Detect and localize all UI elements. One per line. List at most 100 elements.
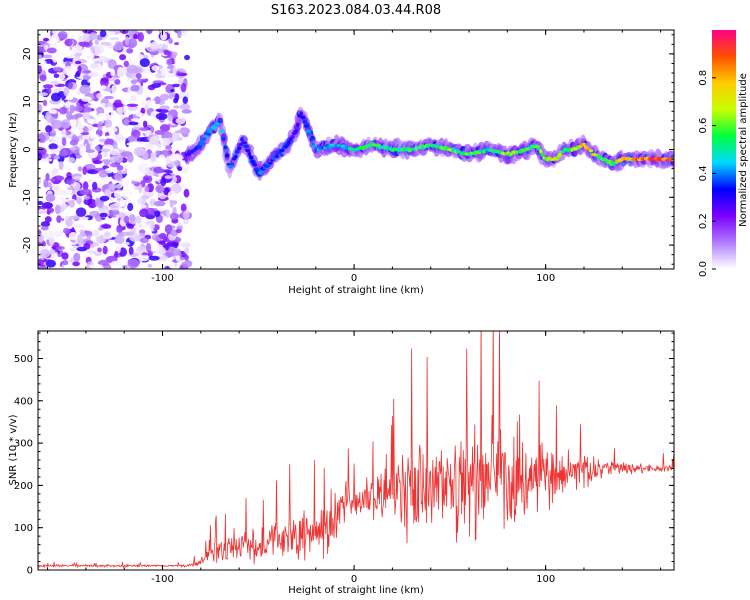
noise-blob bbox=[128, 121, 139, 126]
colorbar-label: Normalized spectral amplitude bbox=[738, 73, 749, 227]
noise-blob bbox=[38, 133, 46, 143]
noise-blob bbox=[123, 106, 129, 115]
noise-blob bbox=[106, 126, 118, 133]
noise-blob bbox=[121, 191, 130, 199]
noise-blob bbox=[51, 253, 59, 262]
noise-blob bbox=[38, 103, 43, 114]
signal-core bbox=[539, 149, 543, 154]
noise-blob bbox=[135, 72, 142, 79]
noise-blob bbox=[133, 33, 138, 40]
signal-core bbox=[205, 132, 212, 136]
noise-blob bbox=[159, 105, 170, 111]
noise-blob bbox=[50, 80, 60, 86]
snr-panel: -100 0 100 0 100 200 300 400 500 Height of strai… bbox=[8, 330, 675, 596]
noise-blob bbox=[42, 37, 50, 42]
noise-blob bbox=[50, 136, 61, 144]
noise-blob bbox=[112, 132, 123, 143]
noise-blob bbox=[136, 45, 143, 50]
noise-blob bbox=[154, 210, 161, 218]
noise-blob bbox=[76, 234, 84, 244]
noise-blob bbox=[48, 143, 58, 150]
signal-core bbox=[237, 146, 242, 151]
noise-blob bbox=[99, 242, 106, 247]
y-tick-label: -20 bbox=[22, 237, 33, 253]
noise-blob bbox=[124, 36, 130, 46]
noise-blob bbox=[88, 250, 94, 254]
noise-blob bbox=[56, 189, 69, 196]
noise-blob bbox=[53, 175, 65, 181]
signal-core bbox=[290, 135, 295, 139]
noise-blob bbox=[141, 67, 152, 75]
noise-blob bbox=[115, 183, 123, 189]
noise-blob bbox=[51, 222, 63, 233]
noise-blob bbox=[140, 254, 149, 262]
noise-blob bbox=[174, 93, 180, 102]
signal-core bbox=[245, 148, 251, 153]
noise-blob bbox=[83, 198, 93, 206]
signal-core bbox=[294, 129, 298, 133]
noise-blob bbox=[118, 71, 125, 77]
noise-blob bbox=[150, 221, 155, 230]
noise-blob bbox=[88, 32, 98, 40]
noise-blob bbox=[172, 200, 178, 205]
noise-blob bbox=[100, 77, 109, 83]
signal-core bbox=[233, 154, 238, 159]
noise-blob bbox=[169, 198, 174, 208]
snr-series-line bbox=[38, 331, 674, 569]
noise-blob bbox=[180, 242, 192, 248]
noise-blob bbox=[165, 145, 172, 150]
noise-blob bbox=[159, 93, 170, 101]
noise-blob bbox=[38, 244, 43, 250]
noise-blob bbox=[115, 235, 125, 244]
noise-blob bbox=[129, 162, 134, 169]
noise-blob bbox=[123, 215, 130, 224]
x-tick-label: 100 bbox=[536, 273, 555, 284]
noise-blob bbox=[89, 45, 101, 56]
noise-blob bbox=[101, 159, 112, 163]
noise-blob bbox=[123, 60, 129, 67]
noise-blob bbox=[51, 119, 63, 129]
noise-blob bbox=[173, 160, 181, 166]
noise-blob bbox=[130, 95, 137, 102]
noise-blob bbox=[116, 165, 124, 171]
noise-blob bbox=[146, 30, 153, 35]
x-tick-label: 100 bbox=[536, 574, 555, 585]
noise-blob bbox=[184, 247, 190, 254]
noise-blob bbox=[124, 119, 129, 125]
noise-blob bbox=[92, 181, 98, 190]
noise-blob bbox=[110, 110, 117, 118]
noise-blob bbox=[60, 165, 72, 171]
noise-blob bbox=[177, 78, 185, 84]
noise-blob bbox=[144, 185, 150, 193]
noise-blob bbox=[110, 68, 116, 77]
noise-blob bbox=[79, 216, 89, 220]
noise-blob bbox=[149, 135, 160, 145]
noise-blob bbox=[46, 207, 55, 214]
colorbar: 0.0 0.2 0.4 0.6 0.8 Normalized spectral ampl… bbox=[698, 30, 749, 277]
noise-blob bbox=[129, 214, 136, 223]
noise-blob bbox=[94, 39, 100, 45]
noise-blob bbox=[180, 203, 187, 212]
noise-blob bbox=[83, 195, 90, 200]
noise-blob bbox=[125, 174, 133, 184]
noise-blob bbox=[64, 215, 69, 220]
noise-blob bbox=[84, 230, 93, 238]
noise-blob bbox=[97, 259, 110, 266]
signal-core bbox=[287, 140, 291, 144]
x-tick-label: 0 bbox=[351, 273, 357, 284]
noise-blob bbox=[112, 141, 118, 151]
noise-blob bbox=[155, 112, 168, 120]
noise-blob bbox=[114, 41, 124, 51]
noise-blob bbox=[99, 30, 107, 38]
noise-blob bbox=[142, 120, 148, 128]
noise-blob bbox=[85, 149, 95, 153]
signal-core bbox=[235, 150, 240, 154]
noise-blob bbox=[132, 177, 142, 182]
noise-blob bbox=[40, 221, 51, 228]
noise-blob bbox=[181, 143, 187, 151]
noise-blob bbox=[141, 224, 152, 229]
noise-blob bbox=[88, 72, 99, 78]
signal-core bbox=[252, 163, 258, 167]
colorbar-tick-label: 0.2 bbox=[698, 213, 709, 229]
noise-blob bbox=[49, 178, 56, 182]
